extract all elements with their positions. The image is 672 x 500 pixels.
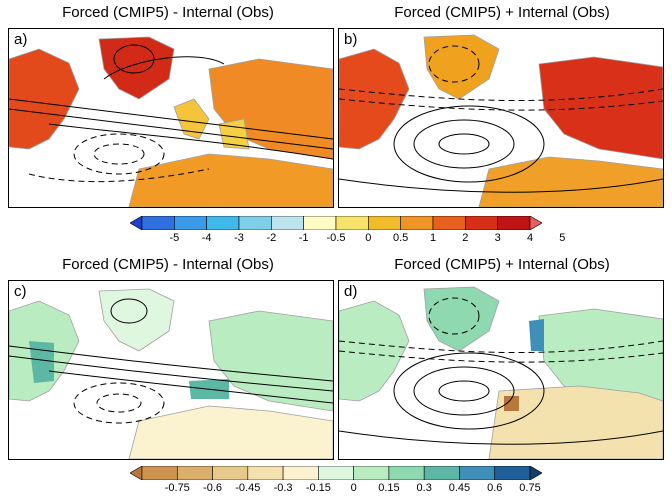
colorbar-top-swatch	[141, 215, 175, 231]
colorbar-bottom-tick-label: 0.45	[448, 482, 471, 494]
colorbar-top-labels: -5 -4 -3 -2 -1 -0.5 0 0.5 1 2 3 4 5	[130, 232, 565, 246]
colorbar-bottom-arrow-high	[529, 465, 543, 481]
colorbar-bottom-tick-label: -0.6	[203, 482, 223, 494]
colorbar-top-tick-label: 4	[526, 232, 534, 244]
colorbar-bottom-swatch	[141, 465, 178, 481]
panel-a-label: a)	[12, 31, 30, 49]
panel-c-map: c)	[8, 280, 334, 460]
panel-b-map: b)	[338, 28, 664, 208]
colorbar-bottom-swatch	[318, 465, 354, 481]
panel-c-title: Forced (CMIP5) - Internal (Obs)	[62, 256, 274, 273]
colorbar-top-tick-label: -3	[234, 232, 244, 244]
colorbar-bottom-swatch	[176, 465, 213, 481]
colorbar-top-tick-label: 0	[365, 232, 372, 244]
colorbar-bottom-tick-label: 0.15	[378, 482, 400, 494]
colorbar-bottom-labels: -0.75 -0.6 -0.45 -0.3 -0.15 0 0.15 0.3 0.45 0.6 0.…	[130, 482, 542, 496]
colorbar-bottom	[129, 465, 543, 481]
panel-c-label: c)	[12, 283, 29, 301]
panel-a-map: a)	[8, 28, 334, 208]
colorbar-bottom-tick-label: -0.15	[305, 482, 331, 494]
colorbar-top-tick-label: 3	[494, 232, 501, 244]
colorbar-bottom-swatch	[353, 465, 390, 481]
colorbar-top-arrow-high	[529, 215, 543, 231]
panel-d-title: Forced (CMIP5) + Internal (Obs)	[394, 256, 610, 273]
colorbar-top-tick-label: -1	[298, 232, 309, 244]
colorbar-top-tick-label: -5	[169, 232, 180, 244]
colorbar-top-tick-label: 0.5	[393, 232, 409, 244]
colorbar-top-swatch	[497, 215, 531, 231]
colorbar-bottom-tick-label: 0	[350, 482, 357, 494]
colorbar-bottom-arrow-low	[129, 465, 143, 481]
colorbar-top-tick-label: 5	[559, 232, 566, 244]
colorbar-bottom-swatch	[282, 465, 319, 481]
colorbar-top	[129, 215, 543, 231]
colorbar-bottom-swatch	[423, 465, 460, 481]
colorbar-top-swatch	[465, 215, 498, 231]
colorbar-top-swatch	[303, 215, 337, 231]
colorbar-top-swatch	[271, 215, 304, 231]
colorbar-top-swatch	[400, 215, 434, 231]
colorbar-bottom-tick-label: 0.6	[487, 482, 503, 494]
panel-b-title: Forced (CMIP5) + Internal (Obs)	[394, 4, 610, 21]
colorbar-bottom-tick-label: -0.45	[235, 482, 261, 494]
colorbar-top-swatch	[238, 215, 272, 231]
colorbar-top-swatch	[368, 215, 401, 231]
colorbar-top-swatch	[174, 215, 207, 231]
colorbar-bottom-swatch	[388, 465, 425, 481]
colorbar-top-arrow-low	[129, 215, 143, 231]
colorbar-top-tick-label: 2	[462, 232, 469, 244]
colorbar-bottom-tick-label: -0.75	[164, 482, 190, 494]
colorbar-bottom-swatch	[459, 465, 496, 481]
colorbar-bottom-swatch	[212, 465, 249, 481]
colorbar-top-tick-label: 1	[429, 232, 437, 244]
panel-d-map: d)	[338, 280, 664, 460]
panel-a-title: Forced (CMIP5) - Internal (Obs)	[62, 4, 274, 21]
colorbar-bottom-swatch	[494, 465, 531, 481]
colorbar-top-swatch	[206, 215, 240, 231]
colorbar-top-tick-label: -4	[201, 232, 212, 244]
panel-b-label: b)	[342, 31, 360, 49]
colorbar-top-swatch	[432, 215, 466, 231]
panel-d-label: d)	[342, 283, 360, 301]
colorbar-top-tick-label: -0.5	[326, 232, 346, 244]
colorbar-top-swatch	[335, 215, 369, 231]
colorbar-top-tick-label: -2	[266, 232, 277, 244]
colorbar-bottom-swatch	[247, 465, 284, 481]
colorbar-bottom-tick-label: 0.3	[416, 482, 432, 494]
colorbar-bottom-tick-label: 0.75	[519, 482, 541, 494]
colorbar-bottom-tick-label: -0.3	[273, 482, 293, 494]
